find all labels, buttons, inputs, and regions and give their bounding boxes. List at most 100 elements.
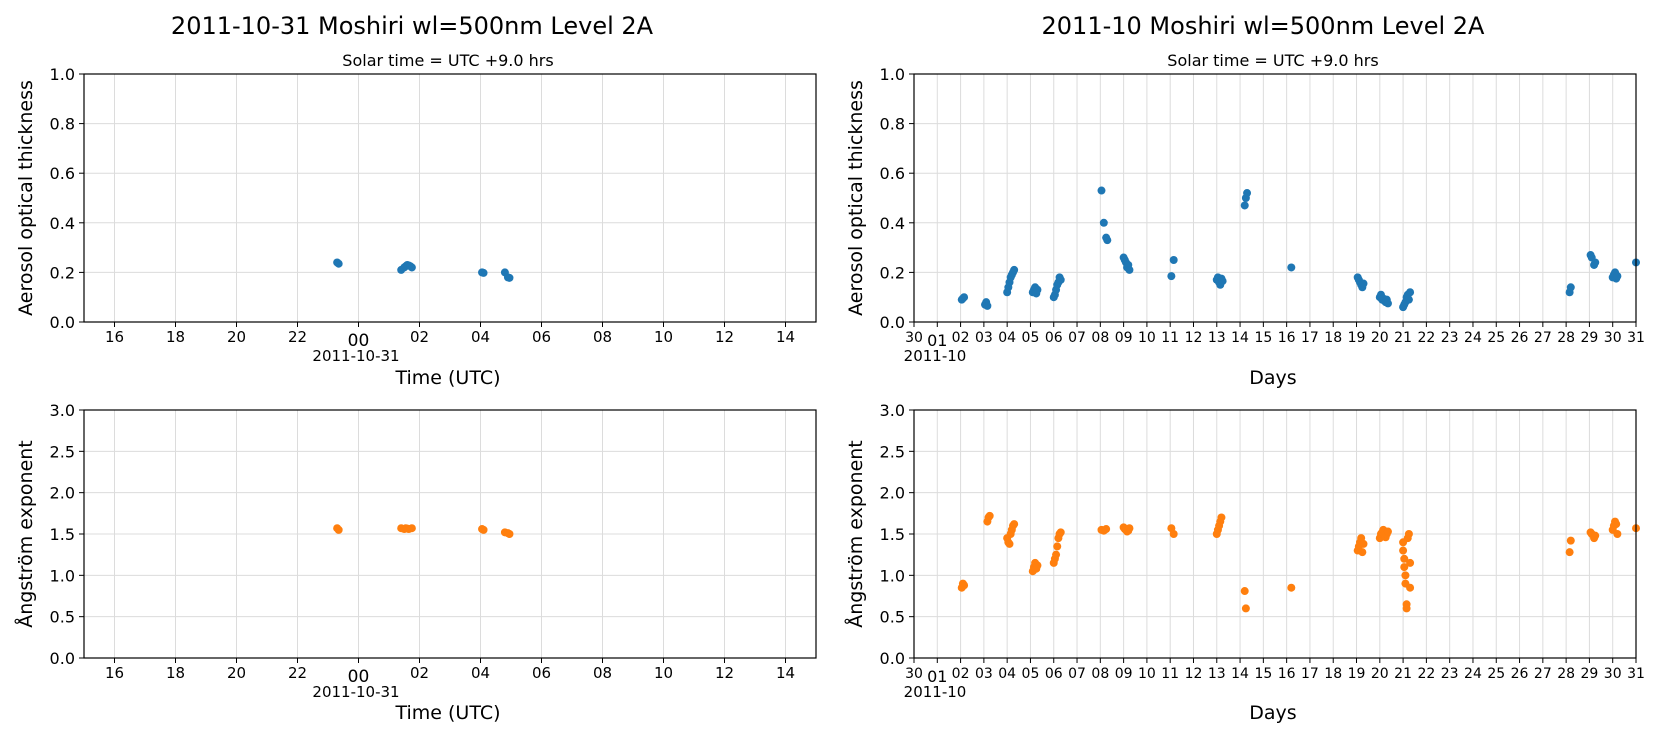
daily-angstrom-xlabel: Time (UTC) xyxy=(394,702,500,724)
monthly-aot-xtick-label: 27 xyxy=(1534,330,1552,346)
monthly-angstrom-point xyxy=(1052,550,1061,559)
monthly-aot-point xyxy=(1125,265,1134,274)
monthly-angstrom-xtick-label: 19 xyxy=(1348,666,1366,682)
monthly-angstrom-point xyxy=(1005,539,1014,548)
monthly-aot-point xyxy=(1033,285,1042,294)
daily-aot-ytick-label: 0.0 xyxy=(50,313,75,332)
monthly-aot-point xyxy=(1566,283,1575,292)
monthly-aot-xtick-label: 23 xyxy=(1441,330,1459,346)
daily-aot-xtick-label: 10 xyxy=(654,328,673,346)
daily-angstrom-point xyxy=(334,525,343,534)
monthly-aot-point xyxy=(1169,256,1178,264)
monthly-aot-point xyxy=(1359,279,1368,288)
monthly-angstrom-point xyxy=(1400,554,1409,563)
monthly-angstrom-ytick-label: 1.0 xyxy=(880,566,905,585)
daily-angstrom-ylabel: Ångström exponent xyxy=(14,440,37,628)
monthly-angstrom-point xyxy=(1033,561,1042,570)
daily-angstrom-ytick-label: 2.5 xyxy=(50,442,75,461)
monthly-aot-point xyxy=(1240,201,1249,210)
monthly-aot-xtick-label: 06 xyxy=(1045,330,1063,346)
monthly-aot-ytick-label: 0.0 xyxy=(880,313,905,332)
daily-aot-xtick-label: 08 xyxy=(593,328,612,346)
daily-angstrom-xtick-label: 10 xyxy=(654,664,673,682)
daily-angstrom-xtick-label: 22 xyxy=(288,664,307,682)
monthly-aot-xtick-label: 30 xyxy=(905,330,923,346)
monthly-angstrom-point xyxy=(1241,604,1250,613)
monthly-aot-ytick-label: 1.0 xyxy=(880,65,905,84)
monthly-aot-xtick-label: 15 xyxy=(1254,330,1272,346)
monthly-angstrom-point xyxy=(1613,530,1622,538)
monthly-aot-xtick-label: 30 xyxy=(1604,330,1622,346)
monthly-aot-point xyxy=(1097,186,1106,195)
monthly-aot-point xyxy=(1167,272,1176,281)
monthly-angstrom-point xyxy=(1358,548,1367,557)
monthly-aot-xtick-label: 29 xyxy=(1581,330,1599,346)
monthly-angstrom-xtick-label: 24 xyxy=(1464,666,1482,682)
daily-angstrom-xtick-label: 02 xyxy=(410,664,429,682)
monthly-angstrom-point xyxy=(1401,571,1410,580)
monthly-angstrom-xtick-label: 03 xyxy=(975,666,993,682)
daily-angstrom-ytick-label: 0.0 xyxy=(50,649,75,668)
monthly-angstrom-ytick-label: 1.5 xyxy=(880,525,905,544)
daily-aot-xtick-label: 16 xyxy=(105,328,124,346)
monthly-aot-xtick-label: 26 xyxy=(1511,330,1529,346)
daily-angstrom-xtick-label: 04 xyxy=(471,664,490,682)
monthly-aot-point xyxy=(1591,258,1600,267)
monthly-angstrom-xtick-label: 21 xyxy=(1394,666,1412,682)
daily-aot-date-label: 2011-10-31 xyxy=(312,347,399,365)
daily-angstrom-point xyxy=(479,525,488,534)
monthly-aot-xtick-label: 25 xyxy=(1487,330,1505,346)
monthly-angstrom-ytick-label: 0.0 xyxy=(880,649,905,668)
daily-aot-ytick-label: 0.4 xyxy=(50,214,75,233)
monthly-angstrom-point xyxy=(1400,563,1409,572)
monthly-aot-xtick-label: 16 xyxy=(1278,330,1296,346)
monthly-angstrom-point xyxy=(1010,520,1019,529)
monthly-angstrom-point xyxy=(1056,528,1065,537)
monthly-aot-xlabel: Days xyxy=(1249,367,1296,389)
monthly-angstrom-xtick-label: 15 xyxy=(1254,666,1272,682)
monthly-angstrom-xtick-label: 18 xyxy=(1324,666,1342,682)
daily-angstrom-ytick-label: 0.5 xyxy=(50,608,75,627)
monthly-angstrom-xtick-label: 30 xyxy=(1604,666,1622,682)
monthly-angstrom-xtick-label: 12 xyxy=(1185,666,1203,682)
daily-aot-point xyxy=(479,268,488,277)
monthly-aot-xtick-label: 14 xyxy=(1231,330,1249,346)
daily-aot-xtick-label: 20 xyxy=(227,328,246,346)
daily-aot-xtick-label: 18 xyxy=(166,328,185,346)
monthly-aot-ytick-label: 0.4 xyxy=(880,214,905,233)
monthly-aot-ylabel: Aerosol optical thickness xyxy=(845,80,867,316)
monthly-angstrom-point xyxy=(1612,520,1621,529)
monthly-angstrom-xlabel: Days xyxy=(1249,702,1296,724)
monthly-angstrom-xtick-label: 08 xyxy=(1091,666,1109,682)
monthly-angstrom-xtick-label: 25 xyxy=(1487,666,1505,682)
daily-aot-xtick-label: 02 xyxy=(410,328,429,346)
monthly-angstrom-point xyxy=(1406,583,1415,592)
daily-aot-xlabel: Time (UTC) xyxy=(394,367,500,389)
monthly-angstrom-xtick-label: 29 xyxy=(1581,666,1599,682)
monthly-angstrom-ylabel: Ångström exponent xyxy=(844,440,867,628)
monthly-angstrom-xtick-label: 26 xyxy=(1511,666,1529,682)
monthly-angstrom-point xyxy=(1566,536,1575,545)
monthly-angstrom-xtick-label: 22 xyxy=(1417,666,1435,682)
monthly-aot-point xyxy=(1383,299,1392,308)
daily-angstrom-ytick-label: 1.0 xyxy=(50,566,75,585)
daily-aot-plot: 0.0 0.2 0.4 0.6 0.8 1.0 16 18 20 22 00 02 04 06 08 10 12… xyxy=(15,65,817,351)
monthly-angstrom-xtick-label: 01 xyxy=(927,667,947,686)
monthly-aot-point xyxy=(1287,263,1296,272)
monthly-angstrom-xtick-label: 07 xyxy=(1068,666,1086,682)
monthly-angstrom-xtick-label: 02 xyxy=(952,666,970,682)
monthly-angstrom-point xyxy=(1383,527,1392,536)
monthly-angstrom-xtick-label: 20 xyxy=(1371,666,1389,682)
monthly-aot-xtick-label: 05 xyxy=(1022,330,1040,346)
monthly-angstrom-point xyxy=(1240,587,1249,596)
monthly-angstrom-xtick-label: 17 xyxy=(1301,666,1319,682)
monthly-angstrom-point xyxy=(1399,546,1408,555)
monthly-subtitle: Solar time = UTC +9.0 hrs xyxy=(1167,51,1378,70)
monthly-angstrom-point xyxy=(1404,530,1413,538)
monthly-aot-point xyxy=(1218,277,1227,286)
monthly-aot-point xyxy=(960,293,969,302)
monthly-angstrom-point xyxy=(1402,604,1411,613)
daily-angstrom-ytick-label: 2.0 xyxy=(50,484,75,503)
monthly-aot-xtick-label: 13 xyxy=(1208,330,1226,346)
monthly-angstrom-xtick-label: 23 xyxy=(1441,666,1459,682)
